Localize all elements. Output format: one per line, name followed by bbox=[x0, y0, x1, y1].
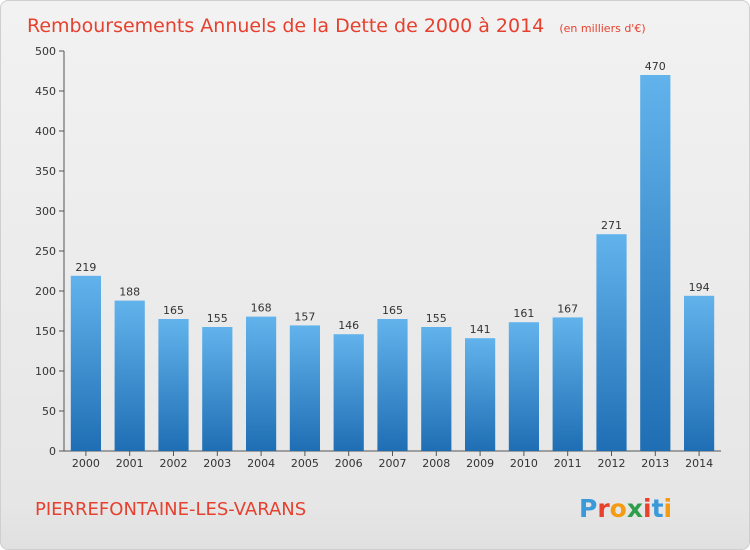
logo-letter: i bbox=[643, 494, 652, 523]
y-tick-label: 100 bbox=[35, 365, 56, 378]
bar-2011 bbox=[552, 317, 583, 451]
x-tick-label: 2010 bbox=[510, 457, 538, 470]
x-tick-label: 2007 bbox=[379, 457, 407, 470]
y-axis: 0 50 100 150 200 250 300 350 400 450 500 bbox=[35, 45, 64, 458]
data-label-2013: 470 bbox=[645, 60, 666, 73]
data-label-2006: 146 bbox=[338, 319, 359, 332]
y-tick-label: 350 bbox=[35, 165, 56, 178]
logo-letter: x bbox=[627, 494, 643, 523]
chart-title-main: Remboursements Annuels de la Dette de 20… bbox=[27, 15, 544, 37]
data-label-2003: 155 bbox=[207, 312, 228, 325]
chart-title-unit: (en milliers d'€) bbox=[559, 22, 645, 35]
y-tick-label: 150 bbox=[35, 325, 56, 338]
x-tick-label: 2000 bbox=[72, 457, 100, 470]
data-label-2010: 161 bbox=[513, 307, 534, 320]
bar-2006 bbox=[333, 334, 364, 451]
bar-2014 bbox=[684, 295, 715, 451]
bar-2013 bbox=[640, 75, 671, 451]
x-axis: 2000 2001 2002 2003 2004 2005 2006 2007 2008 2009… bbox=[72, 451, 713, 470]
chart-title: Remboursements Annuels de la Dette de 20… bbox=[27, 15, 646, 37]
y-tick-label: 400 bbox=[35, 125, 56, 138]
bar-2012 bbox=[596, 234, 627, 451]
x-tick-label: 2004 bbox=[247, 457, 275, 470]
y-tick-label: 200 bbox=[35, 285, 56, 298]
x-tick-label: 2008 bbox=[422, 457, 450, 470]
x-tick-label: 2003 bbox=[203, 457, 231, 470]
x-tick-label: 2013 bbox=[641, 457, 669, 470]
bar-2002 bbox=[158, 319, 189, 451]
x-tick-label: 2009 bbox=[466, 457, 494, 470]
bar-2000 bbox=[70, 275, 101, 451]
data-label-2011: 167 bbox=[557, 302, 578, 315]
y-tick-label: 500 bbox=[35, 45, 56, 58]
bar-2007 bbox=[377, 319, 408, 451]
logo-letter: r bbox=[597, 494, 610, 523]
data-label-2012: 271 bbox=[601, 219, 622, 232]
logo-letter: t bbox=[652, 494, 664, 523]
commune-name: PIERREFONTAINE-LES-VARANS bbox=[35, 499, 306, 520]
logo-letter: i bbox=[664, 494, 673, 523]
x-tick-label: 2002 bbox=[160, 457, 188, 470]
x-tick-label: 2012 bbox=[598, 457, 626, 470]
x-tick-label: 2006 bbox=[335, 457, 363, 470]
data-label-2014: 194 bbox=[689, 281, 710, 294]
bar-2009 bbox=[465, 338, 496, 451]
logo-letter: P bbox=[579, 494, 597, 523]
y-tick-label: 0 bbox=[49, 445, 56, 458]
data-label-2005: 157 bbox=[294, 310, 315, 323]
y-tick-label: 50 bbox=[42, 405, 56, 418]
data-label-2002: 165 bbox=[163, 304, 184, 317]
logo-letter: o bbox=[610, 494, 627, 523]
x-tick-label: 2005 bbox=[291, 457, 319, 470]
bar-2008 bbox=[421, 327, 452, 451]
x-tick-label: 2011 bbox=[554, 457, 582, 470]
data-label-2004: 168 bbox=[251, 302, 272, 315]
bar-2003 bbox=[202, 327, 233, 451]
data-label-2009: 141 bbox=[470, 323, 491, 336]
data-label-2001: 188 bbox=[119, 286, 140, 299]
x-tick-label: 2014 bbox=[685, 457, 713, 470]
y-tick-label: 250 bbox=[35, 245, 56, 258]
data-label-2000: 219 bbox=[75, 261, 96, 274]
y-tick-label: 300 bbox=[35, 205, 56, 218]
bar-2005 bbox=[289, 325, 320, 451]
bars: 219 188 165 155 168 157 146 165 155 141 161 167 271 4… bbox=[70, 60, 715, 451]
data-label-2008: 155 bbox=[426, 312, 447, 325]
x-tick-label: 2001 bbox=[116, 457, 144, 470]
data-label-2007: 165 bbox=[382, 304, 403, 317]
bar-2004 bbox=[246, 316, 277, 451]
bar-2010 bbox=[508, 322, 539, 451]
y-tick-label: 450 bbox=[35, 85, 56, 98]
proxiti-logo: Proxiti bbox=[579, 494, 672, 523]
bar-2001 bbox=[114, 300, 145, 451]
